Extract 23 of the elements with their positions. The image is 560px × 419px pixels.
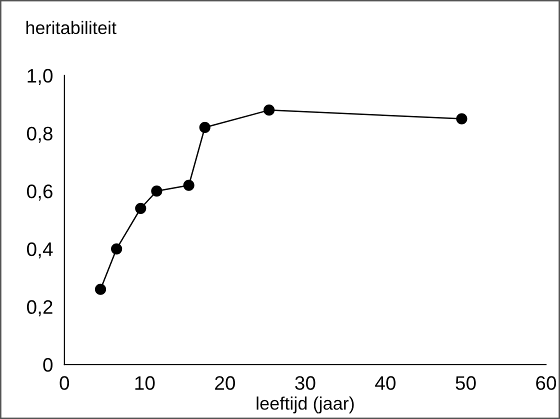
y-tick-label: 1,0 <box>28 68 53 85</box>
y-tick-label: 0 <box>43 358 53 372</box>
x-tick-label: 50 <box>456 376 476 390</box>
x-tick-label: 20 <box>215 376 235 390</box>
point <box>183 180 194 191</box>
point <box>199 122 210 134</box>
x-tick-label: 0 <box>60 376 70 390</box>
point <box>264 104 275 116</box>
y-tick-label: 0,2 <box>27 300 52 316</box>
x-tick-label: 40 <box>375 376 396 390</box>
y-tick-label: 0,8 <box>27 126 52 143</box>
point <box>135 202 146 214</box>
point <box>111 243 122 254</box>
y-tick-label: 0,6 <box>27 184 52 201</box>
y-axis-title: heritabiliteit <box>26 20 116 34</box>
y-tick-label: 0,4 <box>27 242 53 258</box>
x-tick-label: 10 <box>135 376 155 390</box>
point <box>94 284 106 295</box>
point <box>456 113 468 124</box>
point <box>151 186 162 197</box>
x-tick-label: 30 <box>295 376 316 390</box>
x-axis-title: leeftijd (jaar) <box>256 396 354 414</box>
x-tick-label: 60 <box>536 376 556 390</box>
